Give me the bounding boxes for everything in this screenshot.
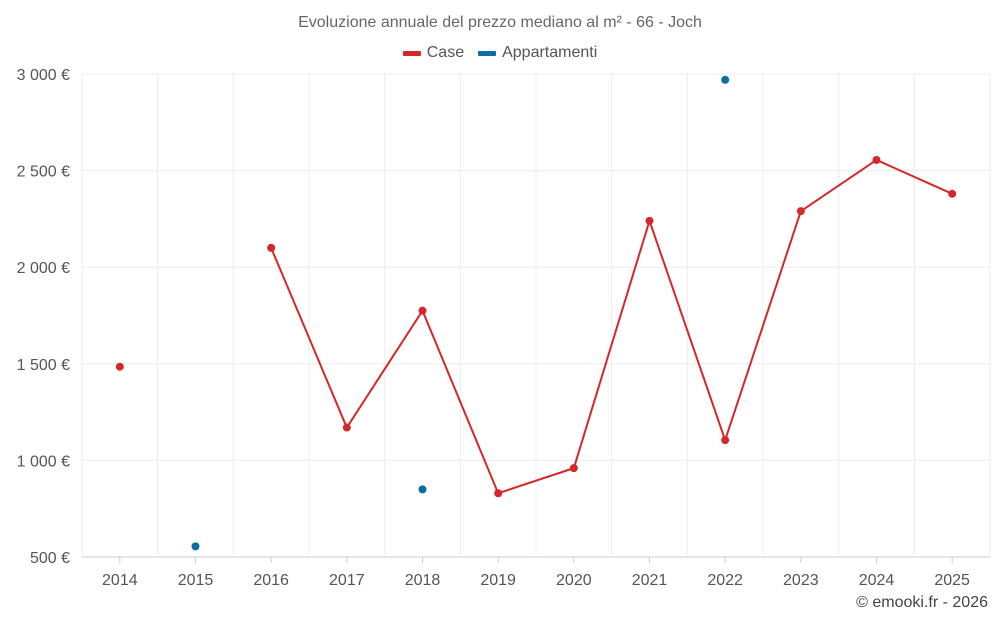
y-tick-label: 3 000 €: [17, 67, 70, 84]
chart-title: Evoluzione annuale del prezzo mediano al…: [298, 14, 702, 31]
data-point-case: [342, 423, 351, 432]
series-line-case: [799, 158, 878, 213]
legend-label-case: Case: [426, 44, 465, 61]
legend-swatch-case: [402, 50, 421, 56]
x-tick-label: 2020: [556, 572, 592, 589]
x-tick-label: 2024: [859, 572, 895, 589]
series-line-case: [875, 158, 954, 195]
series-line-case: [724, 210, 802, 442]
data-point-case: [418, 306, 427, 315]
data-point-appartamenti: [418, 485, 427, 494]
x-tick-label: 2016: [253, 572, 289, 589]
y-tick-label: 2 500 €: [17, 164, 70, 181]
series-line-case: [345, 309, 424, 429]
series-line-case: [648, 219, 727, 442]
data-point-case: [569, 464, 578, 473]
series-line-case: [572, 219, 651, 470]
data-point-case: [796, 207, 805, 216]
y-tick-label: 2 000 €: [17, 260, 70, 277]
x-tick-label: 2014: [102, 572, 138, 589]
series-line-case: [497, 467, 575, 495]
series-line-case: [270, 246, 348, 429]
y-tick-label: 1 000 €: [17, 453, 70, 470]
x-tick-label: 2015: [178, 572, 214, 589]
x-tick-label: 2022: [707, 572, 743, 589]
y-tick-label: 1 500 €: [17, 357, 70, 374]
credit-text: © emooki.fr - 2026: [856, 594, 988, 611]
data-point-case: [267, 243, 276, 252]
legend-item-appartamenti[interactable]: Appartamenti: [478, 44, 597, 62]
legend-label-appartamenti: Appartamenti: [502, 44, 598, 61]
chart-legend: Case Appartamenti: [0, 44, 1000, 62]
data-point-case: [872, 155, 881, 164]
data-point-case: [494, 489, 503, 498]
x-tick-label: 2025: [934, 572, 970, 589]
x-tick-label: 2021: [632, 572, 668, 589]
data-point-case: [948, 189, 957, 198]
legend-item-case[interactable]: Case: [402, 44, 465, 62]
data-point-appartamenti: [721, 75, 730, 84]
legend-swatch-appartamenti: [478, 50, 497, 56]
data-point-case: [721, 436, 730, 445]
data-point-appartamenti: [191, 542, 200, 551]
x-tick-label: 2017: [329, 572, 365, 589]
x-tick-label: 2023: [783, 572, 819, 589]
x-tick-label: 2019: [480, 572, 516, 589]
x-tick-label: 2018: [405, 572, 441, 589]
series-line-case: [421, 309, 500, 495]
y-tick-label: 500 €: [30, 550, 70, 567]
data-point-case: [115, 362, 124, 371]
data-point-case: [645, 216, 654, 225]
